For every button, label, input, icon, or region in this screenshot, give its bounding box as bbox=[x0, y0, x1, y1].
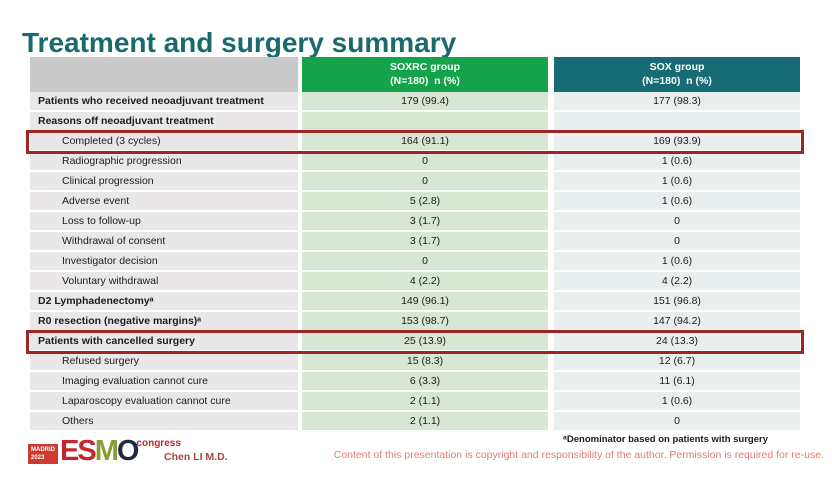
congress-label: congress bbox=[136, 438, 181, 449]
denominator-footnote: ᵃDenominator based on patients with surg… bbox=[563, 434, 768, 445]
soxrc-value bbox=[302, 112, 548, 132]
esmo-letter-s: S bbox=[77, 435, 96, 467]
soxrc-value: 3 (1.7) bbox=[302, 232, 548, 252]
sox-value: 177 (98.3) bbox=[554, 92, 800, 112]
row-label: Patients who received neoadjuvant treatm… bbox=[30, 92, 298, 112]
row-label: R0 resection (negative margins)ᵃ bbox=[30, 312, 298, 332]
row-label: Others bbox=[30, 412, 298, 432]
soxrc-value: 153 (98.7) bbox=[302, 312, 548, 332]
madrid-2023-badge: MADRID 2023 bbox=[28, 444, 58, 464]
sox-value: 11 (6.1) bbox=[554, 372, 800, 392]
sox-value: 0 bbox=[554, 412, 800, 432]
table-row: Completed (3 cycles) 164 (91.1) 169 (93.9) bbox=[30, 132, 800, 152]
soxrc-value: 164 (91.1) bbox=[302, 132, 548, 152]
table-header: SOXRC group (N=180) n (%) SOX group (N=1… bbox=[30, 57, 800, 92]
soxrc-value: 0 bbox=[302, 172, 548, 192]
row-label: Loss to follow-up bbox=[30, 212, 298, 232]
soxrc-value: 2 (1.1) bbox=[302, 412, 548, 432]
table-row: Loss to follow-up 3 (1.7) 0 bbox=[30, 212, 800, 232]
soxrc-value: 179 (99.4) bbox=[302, 92, 548, 112]
row-label: Voluntary withdrawal bbox=[30, 272, 298, 292]
row-label: Refused surgery bbox=[30, 352, 298, 372]
row-label: Imaging evaluation cannot cure bbox=[30, 372, 298, 392]
esmo-letter-o: O bbox=[116, 435, 140, 467]
row-label: Reasons off neoadjuvant treatment bbox=[30, 112, 298, 132]
sox-value: 12 (6.7) bbox=[554, 352, 800, 372]
table-row: D2 Lymphadenectomyᵃ 149 (96.1) 151 (96.8) bbox=[30, 292, 800, 312]
page-title: Treatment and surgery summary bbox=[22, 26, 457, 58]
row-label: Adverse event bbox=[30, 192, 298, 212]
table-row: Withdrawal of consent 3 (1.7) 0 bbox=[30, 232, 800, 252]
soxrc-value: 15 (8.3) bbox=[302, 352, 548, 372]
row-label: Laparoscopy evaluation cannot cure bbox=[30, 392, 298, 412]
soxrc-value: 5 (2.8) bbox=[302, 192, 548, 212]
sox-value: 0 bbox=[554, 232, 800, 252]
table-row: R0 resection (negative margins)ᵃ 153 (98.… bbox=[30, 312, 800, 332]
table-row: Clinical progression 0 1 (0.6) bbox=[30, 172, 800, 192]
header-sox-group: SOX group (N=180) n (%) bbox=[554, 57, 800, 92]
sox-value: 147 (94.2) bbox=[554, 312, 800, 332]
sox-group-name: SOX group bbox=[649, 60, 705, 73]
table-row: Voluntary withdrawal 4 (2.2) 4 (2.2) bbox=[30, 272, 800, 292]
header-empty-cell bbox=[30, 57, 298, 92]
table-row: Radiographic progression 0 1 (0.6) bbox=[30, 152, 800, 172]
sox-group-sub: (N=180) n (%) bbox=[642, 74, 712, 87]
sox-value: 169 (93.9) bbox=[554, 132, 800, 152]
row-label: Completed (3 cycles) bbox=[30, 132, 298, 152]
table-row: Reasons off neoadjuvant treatment bbox=[30, 112, 800, 132]
table-row: Others 2 (1.1) 0 bbox=[30, 412, 800, 432]
sox-value bbox=[554, 112, 800, 132]
soxrc-value: 6 (3.3) bbox=[302, 372, 548, 392]
table-row: Imaging evaluation cannot cure 6 (3.3) 11 … bbox=[30, 372, 800, 392]
sox-value: 1 (0.6) bbox=[554, 172, 800, 192]
year-label: 2023 bbox=[31, 454, 45, 461]
soxrc-group-name: SOXRC group bbox=[390, 60, 460, 73]
table-row: Patients who received neoadjuvant treatm… bbox=[30, 92, 800, 112]
sox-value: 151 (96.8) bbox=[554, 292, 800, 312]
madrid-label: MADRID bbox=[31, 447, 55, 453]
row-label: D2 Lymphadenectomyᵃ bbox=[30, 292, 298, 312]
header-soxrc-group: SOXRC group (N=180) n (%) bbox=[302, 57, 548, 92]
soxrc-value: 149 (96.1) bbox=[302, 292, 548, 312]
sox-value: 24 (13.3) bbox=[554, 332, 800, 352]
sox-value: 1 (0.6) bbox=[554, 392, 800, 412]
author-name: Chen LI M.D. bbox=[164, 451, 228, 463]
row-label: Radiographic progression bbox=[30, 152, 298, 172]
table-body: Patients who received neoadjuvant treatm… bbox=[30, 92, 800, 432]
row-label: Patients with cancelled surgery bbox=[30, 332, 298, 352]
soxrc-value: 0 bbox=[302, 252, 548, 272]
esmo-letter-e: E bbox=[60, 435, 79, 467]
table-row: Adverse event 5 (2.8) 1 (0.6) bbox=[30, 192, 800, 212]
soxrc-value: 2 (1.1) bbox=[302, 392, 548, 412]
table-row: Laparoscopy evaluation cannot cure 2 (1.1… bbox=[30, 392, 800, 412]
summary-table: SOXRC group (N=180) n (%) SOX group (N=1… bbox=[26, 57, 804, 432]
copyright-notice: Content of this presentation is copyrigh… bbox=[333, 449, 824, 461]
sox-value: 4 (2.2) bbox=[554, 272, 800, 292]
soxrc-value: 3 (1.7) bbox=[302, 212, 548, 232]
soxrc-value: 4 (2.2) bbox=[302, 272, 548, 292]
sox-value: 1 (0.6) bbox=[554, 192, 800, 212]
table-row: Refused surgery 15 (8.3) 12 (6.7) bbox=[30, 352, 800, 372]
row-label: Investigator decision bbox=[30, 252, 298, 272]
sox-value: 0 bbox=[554, 212, 800, 232]
soxrc-group-sub: (N=180) n (%) bbox=[390, 74, 460, 87]
table-row: Investigator decision 0 1 (0.6) bbox=[30, 252, 800, 272]
esmo-congress-logo: MADRID 2023 ESMO congress bbox=[28, 437, 182, 466]
row-label: Withdrawal of consent bbox=[30, 232, 298, 252]
sox-value: 1 (0.6) bbox=[554, 252, 800, 272]
soxrc-value: 0 bbox=[302, 152, 548, 172]
soxrc-value: 25 (13.9) bbox=[302, 332, 548, 352]
table-row: Patients with cancelled surgery 25 (13.9)… bbox=[30, 332, 800, 352]
esmo-wordmark: ESMO bbox=[60, 435, 140, 467]
esmo-letter-m: M bbox=[94, 435, 119, 467]
sox-value: 1 (0.6) bbox=[554, 152, 800, 172]
row-label: Clinical progression bbox=[30, 172, 298, 192]
